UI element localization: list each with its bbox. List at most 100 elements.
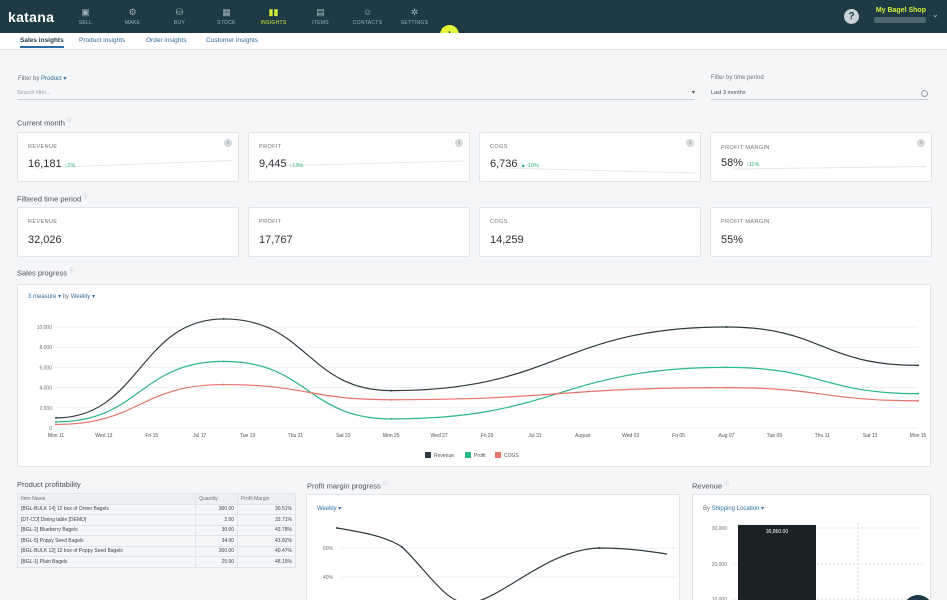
chevron-down-icon[interactable]: ⌄ bbox=[932, 10, 939, 19]
period-label: PROFIT bbox=[259, 219, 282, 225]
column-header-item-name[interactable]: Item Name bbox=[16, 493, 197, 505]
profit-margin-line[interactable] bbox=[336, 527, 668, 600]
x-tick-label: Wed 13 bbox=[95, 433, 112, 439]
series-line-cogs[interactable] bbox=[55, 383, 919, 426]
data-point[interactable] bbox=[336, 527, 338, 529]
product-profitability-title: Product profitability bbox=[17, 480, 81, 489]
sell-icon: ▣ bbox=[81, 7, 90, 17]
kpi-card-revenue[interactable]: REVENUE 16,181 ↑2% i bbox=[17, 132, 239, 182]
kpi-card-cogs[interactable]: COGS 6,736 ▲-10% i bbox=[479, 132, 701, 182]
tab-product-insights[interactable]: Product insights bbox=[79, 37, 126, 44]
info-icon: ⓘ bbox=[724, 481, 730, 487]
data-point-cogs[interactable] bbox=[725, 386, 728, 389]
data-point-cogs[interactable] bbox=[390, 398, 393, 401]
tab-sales-insights[interactable]: Sales insights bbox=[20, 37, 64, 48]
katana-logo[interactable]: katana bbox=[8, 9, 55, 25]
table-row[interactable]: [BGL-5] Poppy Seed Bagels 34.00 43.82% bbox=[16, 535, 296, 547]
period-card-revenue[interactable]: REVENUE 32,026 bbox=[17, 207, 239, 257]
table-cell: 300.00 bbox=[195, 545, 239, 557]
data-point-cogs[interactable] bbox=[55, 423, 57, 426]
kpi-value-number: 16,181 bbox=[28, 158, 62, 170]
series-line-profit[interactable] bbox=[55, 360, 919, 423]
revenue-bar[interactable] bbox=[738, 524, 816, 600]
measure-dropdown[interactable]: 3 measure ▾ bbox=[28, 294, 62, 300]
column-header-quantity[interactable]: Quantity bbox=[195, 493, 239, 505]
revenue-bar-chart: 30,000 20,000 10,000 30,860.00 bbox=[712, 523, 925, 600]
kpi-trend-path bbox=[733, 166, 927, 170]
filter-by-label: Filter by bbox=[18, 76, 40, 82]
nav-item-sell[interactable]: ▣ SELL bbox=[62, 0, 109, 33]
data-point-profit[interactable] bbox=[55, 420, 57, 423]
nav-item-contacts[interactable]: ☺ CONTACTS bbox=[344, 0, 391, 33]
data-point-profit[interactable] bbox=[917, 392, 919, 395]
nav-item-settings[interactable]: ✲ SETTINGS bbox=[391, 0, 438, 33]
search-filter-input[interactable]: Search filter... ▾ bbox=[17, 88, 695, 100]
period-card-profit-margin[interactable]: PROFIT MARGIN 55% bbox=[710, 207, 932, 257]
revenue-group-controls: By Shipping Location ▾ bbox=[703, 505, 764, 512]
info-icon[interactable]: i bbox=[455, 139, 463, 147]
shipping-location-dropdown[interactable]: Shipping Location ▾ bbox=[711, 506, 765, 512]
legend-label-revenue: Revenue bbox=[434, 453, 454, 459]
legend-swatch-cogs bbox=[495, 452, 501, 458]
filter-by-dropdown[interactable]: Product ▾ bbox=[41, 76, 67, 82]
nav-label: SELL bbox=[78, 20, 93, 26]
shop-switcher[interactable]: My Bagel Shop bbox=[872, 7, 926, 23]
table-row[interactable]: [DT-CO] Dining table [DEMO] 2.00 33.71% bbox=[16, 514, 296, 526]
chevron-down-icon[interactable]: ▾ bbox=[691, 90, 695, 96]
shop-name: My Bagel Shop bbox=[875, 7, 926, 14]
time-period-select[interactable]: Last 3 months bbox=[711, 88, 928, 100]
period-card-profit[interactable]: PROFIT 17,767 bbox=[248, 207, 470, 257]
y-tick-label: 60% bbox=[323, 546, 334, 552]
table-row[interactable]: [BGL-1] Plain Bagels 25.00 48.15% bbox=[16, 556, 296, 568]
data-point-profit[interactable] bbox=[390, 417, 393, 420]
make-icon: ⚙ bbox=[128, 7, 137, 17]
data-point-revenue[interactable] bbox=[917, 364, 919, 367]
info-icon[interactable]: i bbox=[917, 139, 925, 147]
current-month-title-text: Current month bbox=[17, 118, 65, 128]
profit-margin-interval-value: Weekly ▾ bbox=[317, 506, 342, 512]
nav-item-items[interactable]: ▤ ITEMS bbox=[297, 0, 344, 33]
tab-order-insights[interactable]: Order insights bbox=[146, 37, 187, 44]
data-point-cogs[interactable] bbox=[222, 383, 225, 386]
data-point-revenue[interactable] bbox=[222, 317, 225, 320]
info-icon: ⓘ bbox=[69, 268, 75, 274]
x-tick-label: August bbox=[575, 433, 591, 439]
kpi-card-profit-margin[interactable]: PROFIT MARGIN 58% ↑11% i bbox=[710, 132, 932, 182]
table-row[interactable]: [BGL-2] Blueberry Bagels 30.00 43.78% bbox=[16, 524, 296, 536]
data-point[interactable] bbox=[598, 547, 600, 549]
nav-item-insights[interactable]: ▮▮ INSIGHTS bbox=[250, 0, 297, 33]
x-tick-label: Sat 13 bbox=[863, 433, 878, 439]
nav-item-buy[interactable]: ⛁ BUY bbox=[156, 0, 203, 33]
profit-margin-interval-dropdown[interactable]: Weekly ▾ bbox=[317, 505, 341, 512]
x-tick-label: Fri 15 bbox=[145, 433, 158, 439]
series-line-revenue[interactable] bbox=[55, 318, 919, 419]
period-card-cogs[interactable]: COGS 14,259 bbox=[479, 207, 701, 257]
settings-icon: ✲ bbox=[410, 7, 419, 17]
nav-label: BUY bbox=[173, 20, 186, 26]
data-point-profit[interactable] bbox=[725, 366, 728, 369]
x-tick-label: Jul 31 bbox=[528, 433, 542, 439]
data-point-revenue[interactable] bbox=[725, 326, 728, 328]
kpi-trend-line bbox=[35, 160, 234, 169]
data-point-cogs[interactable] bbox=[917, 399, 919, 402]
data-point-revenue[interactable] bbox=[55, 416, 57, 419]
interval-dropdown[interactable]: Weekly ▾ bbox=[70, 294, 95, 300]
table-row[interactable]: [BGL-BULK 14] 12 box of Onion Bagels 300.… bbox=[16, 503, 296, 515]
kpi-card-profit[interactable]: PROFIT 9,445 ↑13% i bbox=[248, 132, 470, 182]
help-icon[interactable]: ? bbox=[844, 9, 859, 24]
chat-support-button[interactable] bbox=[903, 595, 933, 600]
clear-icon[interactable] bbox=[921, 90, 928, 97]
period-value: 14,259 bbox=[490, 234, 524, 246]
table-row[interactable]: [BGL-BULK 12] 12 box of Poppy Seed Bagel… bbox=[16, 545, 296, 557]
kpi-label: PROFIT MARGIN bbox=[721, 145, 770, 151]
tab-customer-insights[interactable]: Customer insights bbox=[206, 37, 259, 44]
nav-item-stock[interactable]: ▦ STOCK bbox=[203, 0, 250, 33]
info-icon: ⓘ bbox=[382, 481, 388, 487]
data-point[interactable] bbox=[401, 546, 403, 548]
data-point-revenue[interactable] bbox=[390, 389, 393, 392]
column-header-profit-margin[interactable]: Profit Margin bbox=[237, 493, 296, 505]
info-icon[interactable]: i bbox=[686, 139, 694, 147]
nav-item-make[interactable]: ⚙ MAKE bbox=[109, 0, 156, 33]
info-icon[interactable]: i bbox=[224, 139, 232, 147]
data-point-profit[interactable] bbox=[222, 360, 225, 363]
